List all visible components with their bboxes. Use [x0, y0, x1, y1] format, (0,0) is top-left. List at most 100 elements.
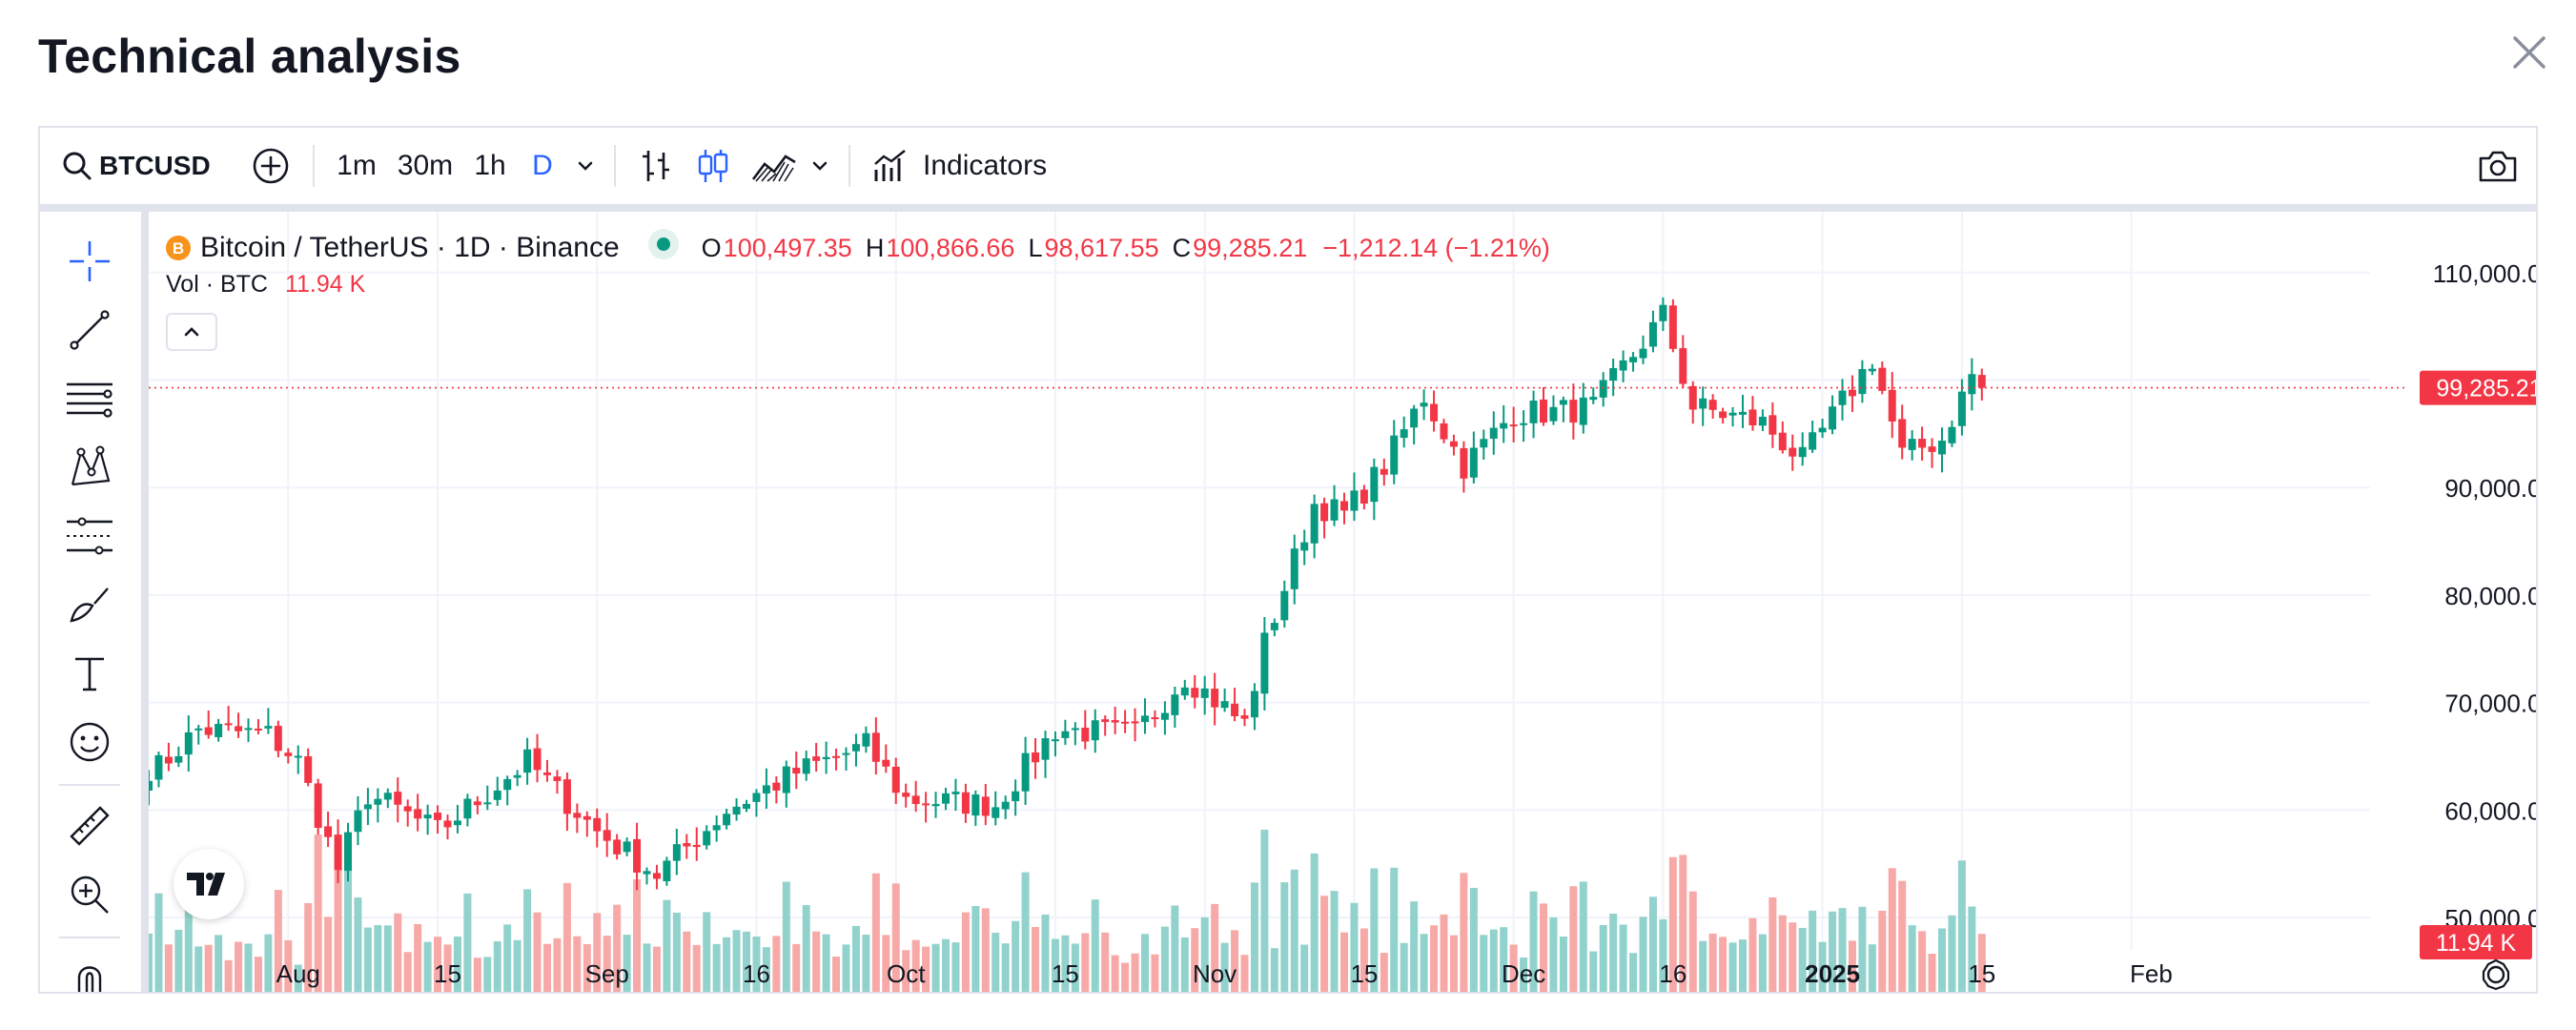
price-tick-label: 80,000.00 — [2444, 582, 2538, 610]
text-tool[interactable] — [59, 643, 120, 704]
chart-pane[interactable]: 110,000.00 90,000.00 80,000.00 70,000.00 60,… — [149, 212, 2538, 994]
candle-body — [732, 806, 741, 815]
candle-style-button[interactable] — [688, 128, 738, 204]
candle-body — [613, 839, 622, 855]
smiley-icon — [70, 722, 110, 762]
candle-body — [354, 810, 362, 833]
candle-body — [215, 724, 223, 737]
crosshair-icon — [70, 241, 110, 281]
volume-bar — [1589, 951, 1598, 992]
candle-body — [692, 844, 701, 848]
volume-bar — [274, 890, 282, 992]
candle-body — [1121, 721, 1130, 724]
volume-label: Vol · BTC — [166, 271, 268, 298]
crosshair-tool[interactable] — [59, 231, 120, 292]
candle-body — [1648, 321, 1657, 347]
timeframe-1m[interactable]: 1m — [337, 150, 377, 181]
candle-body — [1520, 422, 1528, 425]
candle-body — [1778, 432, 1787, 451]
candle-body — [1151, 717, 1159, 720]
volume-bar — [1380, 953, 1388, 992]
volume-bar — [1957, 860, 1966, 992]
compare-symbol-button[interactable] — [242, 128, 299, 204]
bar-style-button[interactable] — [631, 128, 681, 204]
volume-bar — [1838, 908, 1847, 992]
candle-body — [1440, 422, 1448, 440]
tradingview-logo[interactable] — [174, 849, 244, 919]
volume-bar — [244, 943, 253, 992]
timeframe-1h[interactable]: 1h — [474, 150, 506, 181]
volume-bar — [1001, 943, 1010, 992]
volume-bar — [782, 881, 790, 992]
candle-body — [1957, 391, 1966, 426]
candle-body — [1908, 439, 1916, 450]
candle-body — [862, 732, 870, 747]
volume-bar — [394, 913, 402, 992]
volume-bar — [1748, 917, 1757, 992]
close-button[interactable] — [2505, 29, 2553, 76]
volume-bar — [1659, 918, 1667, 992]
magnet-icon — [77, 966, 102, 992]
indicators-icon — [874, 150, 906, 181]
candle-body — [832, 755, 841, 758]
volume-bar — [1200, 917, 1209, 992]
candle-body — [1021, 752, 1030, 792]
settings-gear-icon[interactable] — [2482, 958, 2510, 991]
brush-tool[interactable] — [59, 574, 120, 635]
magnet-tool[interactable] — [59, 950, 120, 992]
candle-body — [1260, 632, 1269, 694]
candle-body — [683, 843, 691, 847]
chart-style-dropdown[interactable] — [803, 128, 837, 204]
candle-body — [1231, 703, 1239, 717]
volume-bar — [1719, 937, 1728, 992]
volume-bar — [1180, 937, 1189, 992]
area-style-button[interactable] — [746, 128, 803, 204]
symbol-search-button[interactable]: BTCUSD — [61, 128, 221, 204]
volume-bar — [663, 899, 671, 992]
emoji-tool[interactable] — [59, 711, 120, 772]
zoom-tool[interactable] — [59, 864, 120, 925]
candle-body — [1968, 374, 1976, 395]
candle-body — [1141, 715, 1149, 723]
volume-bar — [1071, 943, 1079, 992]
indicators-button[interactable]: Indicators — [871, 128, 1091, 204]
candle-body — [224, 723, 233, 726]
timeframe-30m[interactable]: 30m — [397, 150, 454, 181]
candle-body — [1928, 446, 1936, 452]
volume-bar — [164, 944, 173, 992]
volume-bar — [992, 932, 1000, 992]
volume-bar — [1081, 933, 1090, 992]
market-status-indicator[interactable] — [646, 227, 681, 269]
candle-body — [314, 783, 322, 829]
trendline-tool[interactable] — [59, 299, 120, 360]
volume-bar — [902, 950, 910, 992]
fib-retracement-tool[interactable] — [59, 368, 120, 429]
volume-bar — [1240, 955, 1249, 992]
forecast-tool[interactable] — [59, 505, 120, 566]
timeframe-1d[interactable]: D — [532, 150, 553, 181]
volume-bar — [1270, 948, 1278, 992]
candle-body — [244, 728, 253, 731]
collapse-legend-button[interactable] — [166, 313, 217, 351]
volume-bar — [1829, 911, 1837, 992]
volume-bar — [1858, 906, 1867, 992]
volume-bar — [1928, 953, 1936, 992]
candle-body — [264, 726, 273, 729]
volume-bar — [533, 912, 542, 992]
volume-bar — [1809, 910, 1817, 992]
candle-body — [583, 815, 591, 820]
volume-bar — [1948, 915, 1956, 992]
candle-body — [1220, 701, 1229, 709]
candle-body — [772, 782, 781, 791]
screenshot-button[interactable] — [2469, 128, 2526, 204]
volume-bar — [1878, 910, 1887, 992]
timeframe-dropdown[interactable] — [566, 128, 604, 204]
volume-bar — [1320, 896, 1329, 992]
measure-tool[interactable] — [59, 795, 120, 856]
pattern-tool[interactable] — [59, 437, 120, 498]
volume-bar — [204, 944, 213, 992]
volume-bar — [842, 944, 850, 992]
low-value: 98,617.55 — [1044, 233, 1159, 262]
volume-bar — [1430, 925, 1439, 992]
price-tick-label: 70,000.00 — [2444, 690, 2538, 718]
